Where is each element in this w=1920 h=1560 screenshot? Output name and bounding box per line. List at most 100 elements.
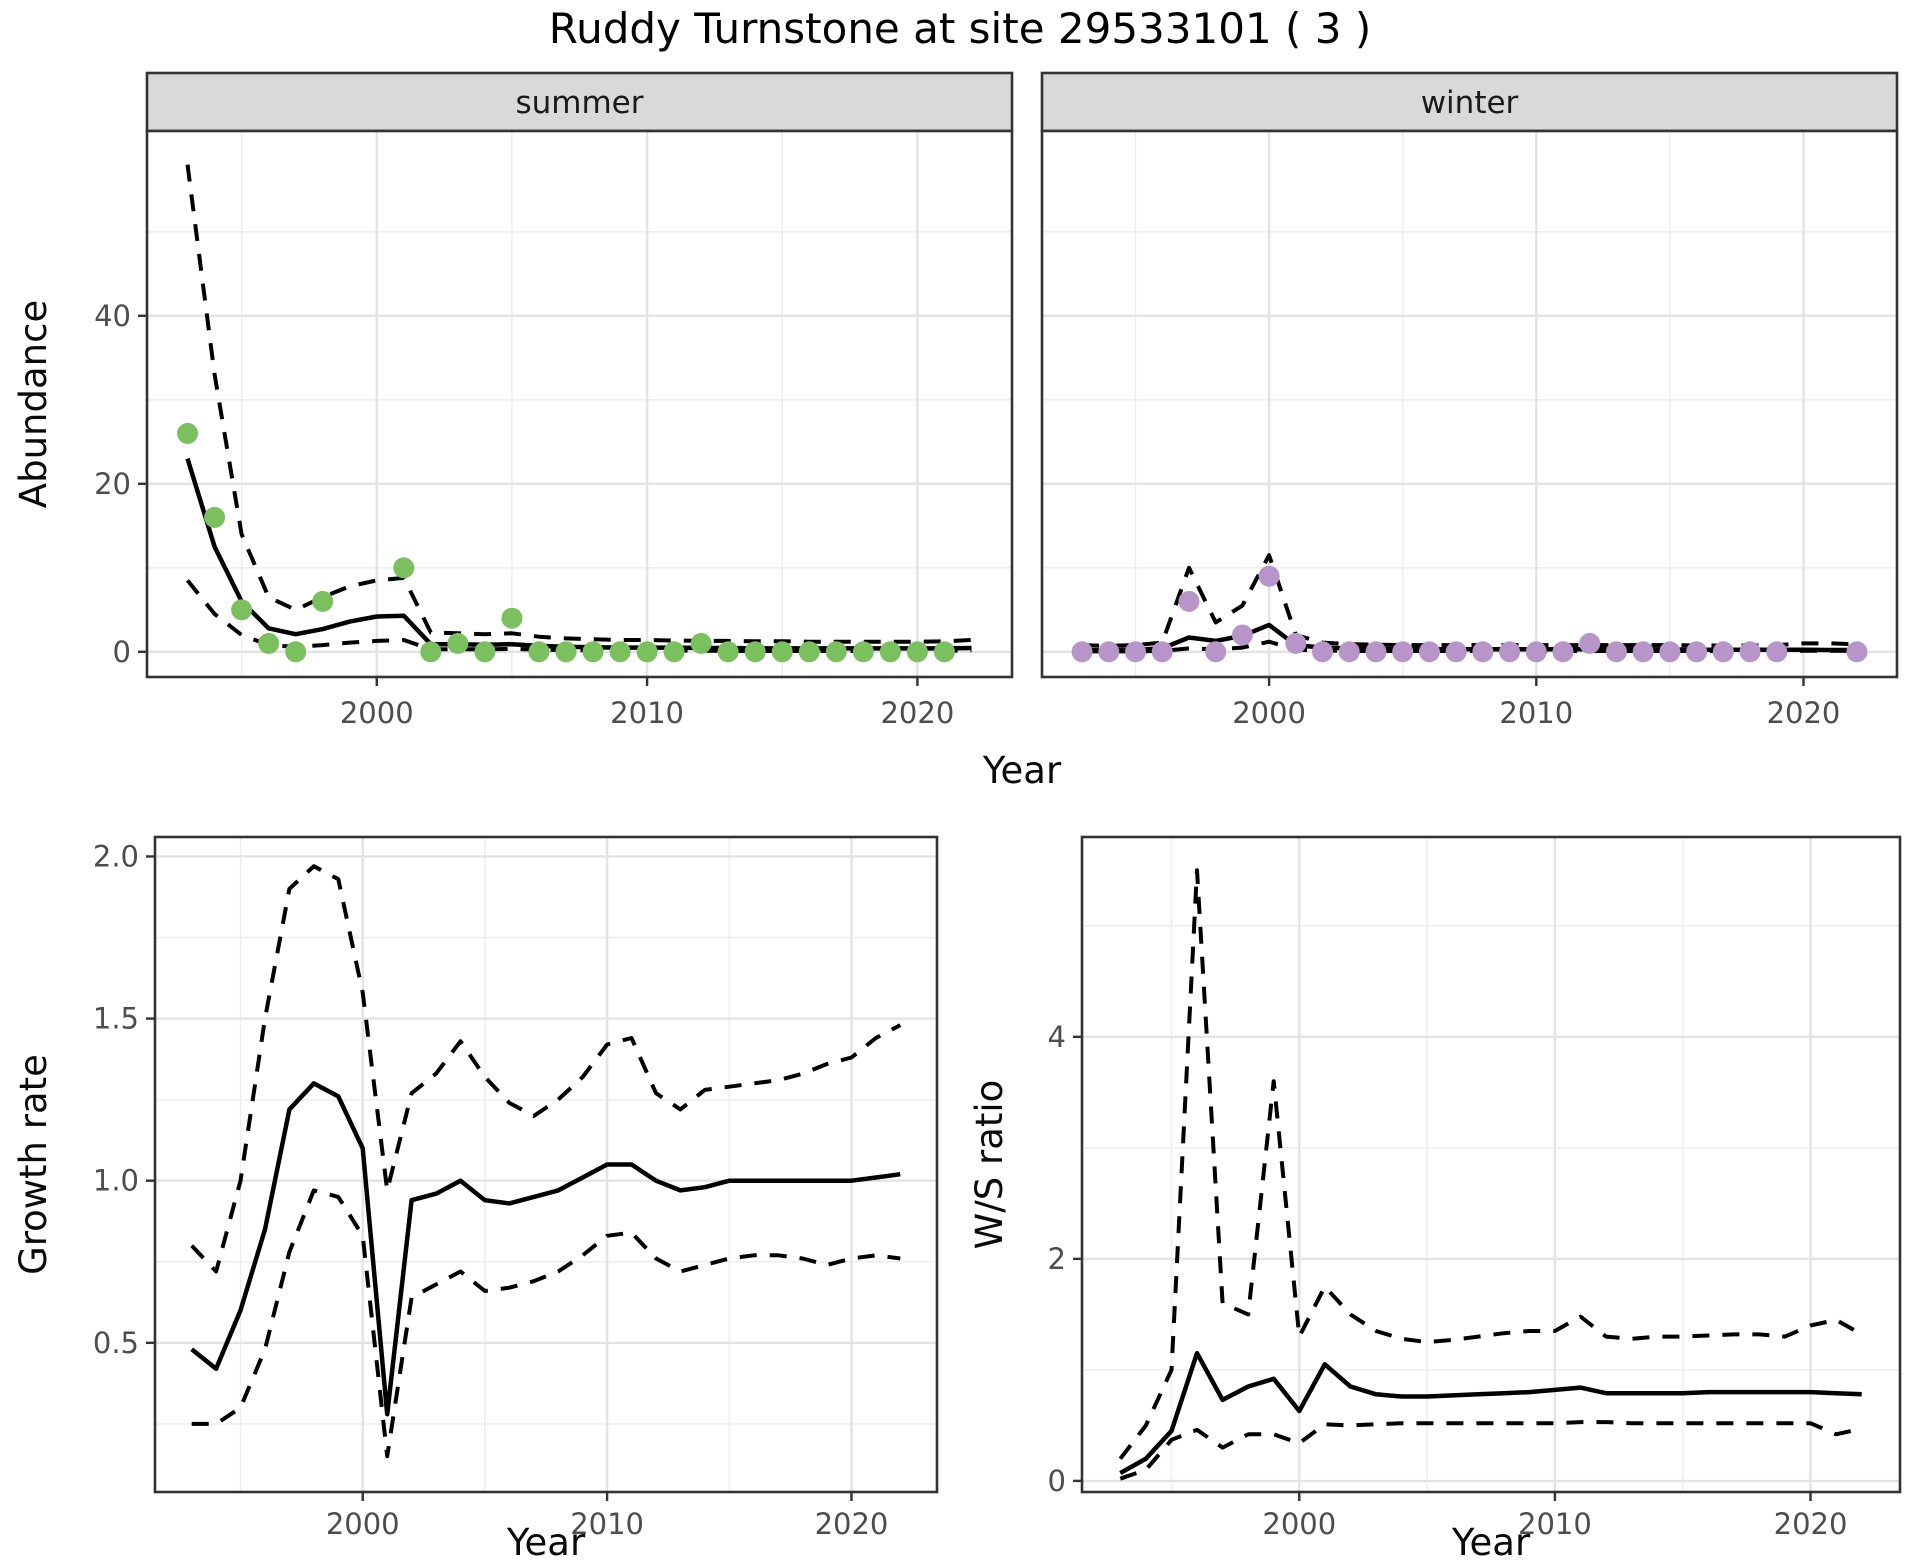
- x-tick-label: 2010: [570, 1507, 644, 1541]
- facet-strip-label: winter: [1421, 85, 1519, 121]
- observation-point: [1338, 641, 1360, 663]
- observation-point: [798, 641, 820, 663]
- y-axis-title: W/S ratio: [968, 1080, 1011, 1250]
- observation-point: [1659, 641, 1681, 663]
- observation-point: [1552, 641, 1574, 663]
- observation-point: [474, 641, 496, 663]
- panel-background: [1082, 837, 1900, 1492]
- observation-point: [933, 641, 955, 663]
- lower-ci-line: [1119, 1420, 1863, 1481]
- y-tick-label: 2.0: [93, 839, 139, 873]
- lower-ci-line: [191, 1188, 901, 1459]
- y-tick-label: 4: [1048, 1020, 1066, 1054]
- x-tick-label: 2020: [880, 696, 954, 730]
- upper-ci-line: [1118, 868, 1863, 1460]
- observation-point: [1312, 641, 1334, 663]
- observation-point: [1418, 641, 1440, 663]
- observation-point: [1125, 641, 1147, 663]
- x-axis-title: Year: [506, 1521, 586, 1560]
- facet-strip: [1040, 71, 1899, 133]
- observation-point: [1151, 641, 1173, 663]
- observation-point: [1445, 641, 1467, 663]
- observation-point: [717, 641, 739, 663]
- observation-point: [582, 641, 604, 663]
- observation-point: [852, 641, 874, 663]
- observation-point: [906, 641, 928, 663]
- observation-point: [555, 641, 577, 663]
- observation-point: [258, 632, 280, 654]
- observation-point: [1178, 590, 1200, 612]
- panel-background: [155, 837, 937, 1492]
- fit-line: [190, 1081, 901, 1417]
- observation-point: [231, 599, 253, 621]
- observation-point: [1766, 641, 1788, 663]
- panel-background: [147, 131, 1012, 677]
- y-tick-label: 1.0: [93, 1164, 139, 1198]
- x-tick-label: 2010: [610, 696, 684, 730]
- observation-point: [879, 641, 901, 663]
- panel-border: [1040, 129, 1899, 679]
- x-tick-label: 2010: [1518, 1507, 1592, 1541]
- observation-point: [312, 590, 334, 612]
- observation-point: [1579, 632, 1601, 654]
- observation-point: [1472, 641, 1494, 663]
- x-tick-label: 2020: [815, 1507, 889, 1541]
- observation-point: [1739, 641, 1761, 663]
- observation-point: [1712, 641, 1734, 663]
- observation-point: [204, 506, 226, 528]
- observation-point: [771, 641, 793, 663]
- observation-point: [1392, 641, 1414, 663]
- panel-background: [1042, 131, 1897, 677]
- y-tick-label: 0: [1048, 1464, 1066, 1498]
- observation-point: [177, 422, 199, 444]
- observation-point: [1499, 641, 1521, 663]
- observation-point: [285, 641, 307, 663]
- x-tick-label: 2000: [1232, 696, 1306, 730]
- y-axis-title: Growth rate: [12, 1054, 55, 1275]
- x-tick-label: 2020: [1774, 1507, 1848, 1541]
- y-axis-title: Abundance: [12, 300, 55, 508]
- observation-point: [1205, 641, 1227, 663]
- observation-point: [1605, 641, 1627, 663]
- upper-ci-line: [190, 864, 902, 1274]
- observation-point: [1686, 641, 1708, 663]
- observation-point: [1846, 641, 1868, 663]
- panel-border: [145, 129, 1014, 679]
- observation-point: [1258, 565, 1280, 587]
- fit-line: [1119, 1350, 1862, 1476]
- observation-point: [420, 641, 442, 663]
- panel-border: [153, 835, 939, 1494]
- observation-point: [1071, 641, 1093, 663]
- x-tick-label: 2000: [1262, 1507, 1336, 1541]
- observation-point: [1365, 641, 1387, 663]
- facet-strip-label: summer: [515, 85, 643, 121]
- observation-point: [1525, 641, 1547, 663]
- observation-point: [609, 641, 631, 663]
- x-tick-label: 2010: [1499, 696, 1573, 730]
- observation-point: [825, 641, 847, 663]
- y-tick-label: 0.5: [93, 1326, 139, 1360]
- observation-point: [663, 641, 685, 663]
- observation-point: [1231, 624, 1253, 646]
- observation-point: [690, 632, 712, 654]
- observation-point: [1285, 632, 1307, 654]
- x-tick-label: 2000: [326, 1507, 400, 1541]
- x-tick-label: 2000: [340, 696, 414, 730]
- observation-point: [744, 641, 766, 663]
- observation-point: [528, 641, 550, 663]
- x-axis-title: Year: [1451, 1521, 1531, 1560]
- facet-strip: [145, 71, 1014, 133]
- y-tick-label: 0: [113, 635, 131, 669]
- y-tick-label: 20: [94, 467, 131, 501]
- y-tick-label: 40: [94, 299, 131, 333]
- observation-point: [393, 557, 415, 579]
- lower-ci-line: [185, 579, 972, 653]
- observation-point: [1098, 641, 1120, 663]
- x-axis-title: Year: [982, 749, 1062, 792]
- x-tick-label: 2020: [1767, 696, 1841, 730]
- figure-title: Ruddy Turnstone at site 29533101 ( 3 ): [548, 4, 1372, 53]
- y-tick-label: 1.5: [93, 1002, 139, 1036]
- observation-point: [636, 641, 658, 663]
